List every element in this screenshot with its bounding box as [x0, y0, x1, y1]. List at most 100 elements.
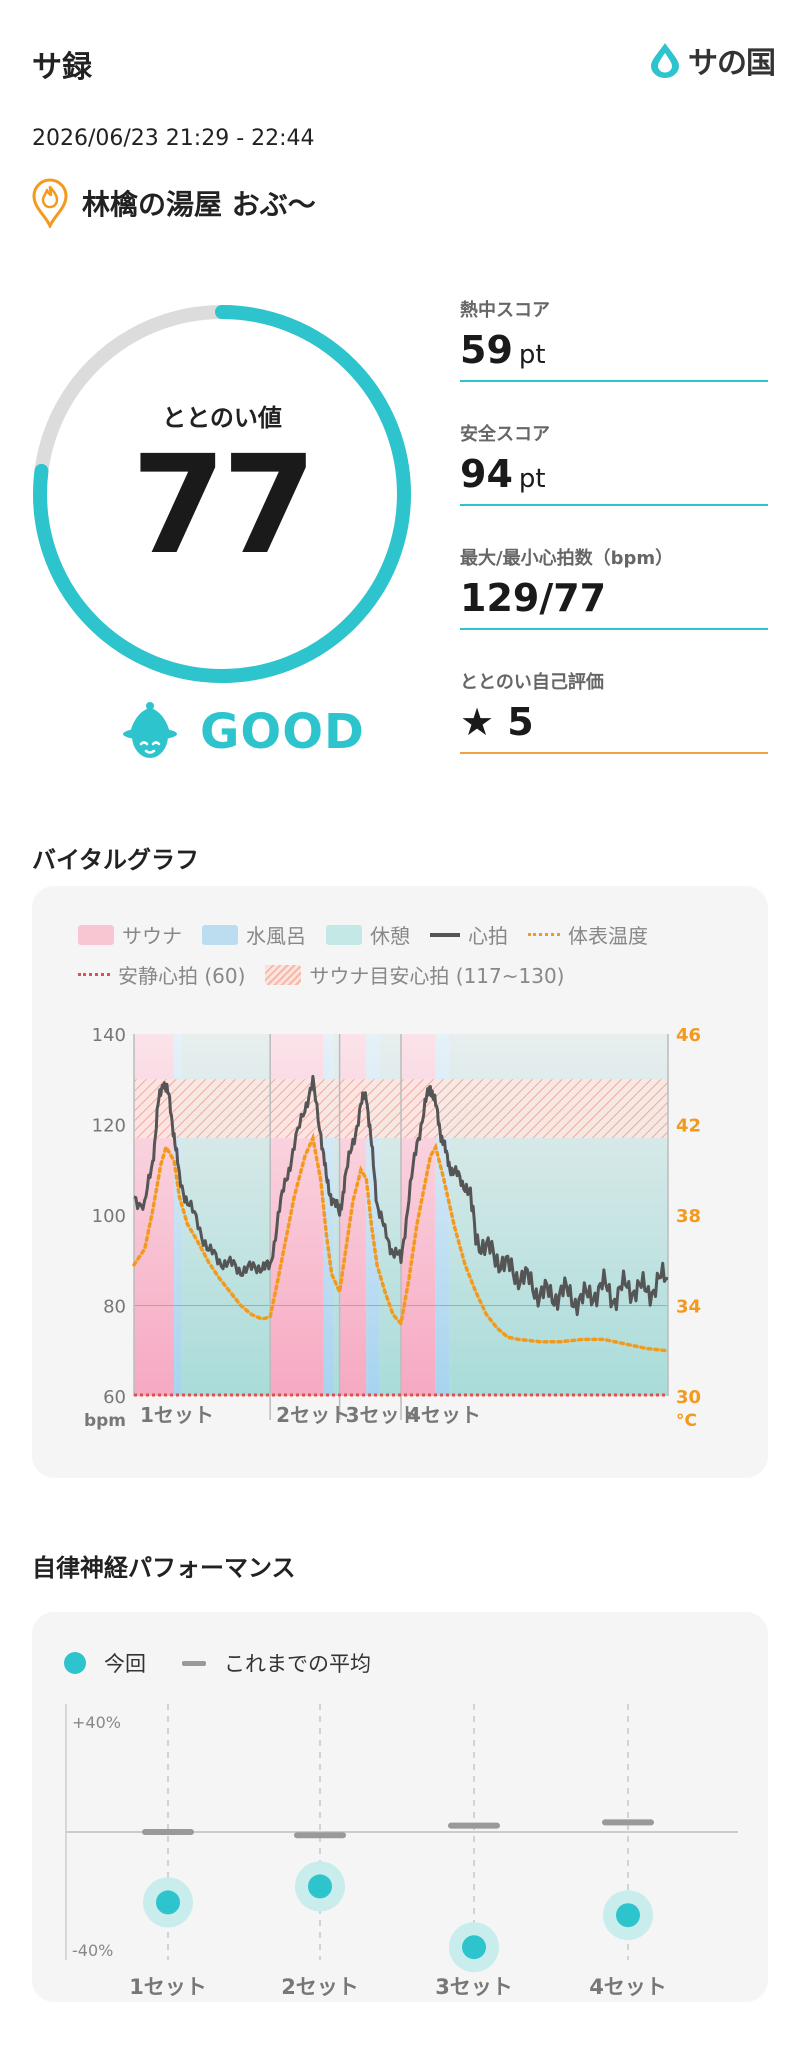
facility[interactable]: 林檎の湯屋 おぶ〜: [32, 178, 316, 228]
x-tick-label: 4セット: [589, 1975, 667, 1999]
legend-swatch: [78, 973, 110, 976]
metric-heart-rate: 最大/最小心拍数（bpm） 129/77: [460, 544, 768, 630]
phase-cold: [174, 1034, 183, 1396]
divider: [460, 504, 768, 506]
legend-label: サウナ: [122, 924, 182, 948]
phase-rest: [334, 1034, 340, 1396]
session-datetime: 2026/06/23 21:29 - 22:44: [32, 126, 315, 151]
y-tick-label: 120: [92, 1116, 126, 1137]
metric-self-rating[interactable]: ととのい自己評価 ★ 5: [460, 668, 768, 754]
x-tick-label: 2セット: [281, 1975, 359, 1999]
legend-target-hr: サウナ目安心拍 (117~130): [265, 960, 565, 989]
current-point: [308, 1874, 332, 1899]
gauge-progress-arc: [33, 305, 411, 683]
legend-hr: 心拍: [430, 920, 508, 949]
logo-text: サの国: [688, 46, 776, 81]
ans-title: 自律神経パフォーマンス: [32, 1554, 296, 1582]
metric-safety-score: 安全スコア 94 pt: [460, 420, 768, 506]
page-title: サ録: [32, 50, 92, 85]
legend-swatch: [430, 932, 460, 937]
legend-label: 水風呂: [246, 924, 306, 948]
rating: GOOD: [118, 700, 365, 764]
legend-resting-hr: 安静心拍 (60): [78, 960, 245, 989]
legend-swatch: [78, 924, 114, 945]
hr-series-line: [133, 1074, 669, 1317]
heat-score-value: 59: [460, 328, 513, 372]
divider: [460, 380, 768, 382]
legend-label: 体表温度: [568, 924, 648, 948]
current-point: [616, 1903, 640, 1928]
drop-logo-icon: [651, 43, 679, 78]
legend-label: 今回: [104, 1652, 146, 1676]
legend-temp: 体表温度: [528, 920, 648, 949]
ans-card: 今回 これまでの平均 +40% -40% 1セット 2セット 3セット 4セット: [32, 1612, 768, 2002]
y-tick-label: 60: [103, 1387, 126, 1408]
y-tick-label: 140: [92, 1025, 126, 1046]
y-axis-label: bpm: [84, 1411, 126, 1431]
y-tick-label: -40%: [72, 1941, 113, 1960]
safety-score-value: 94: [460, 452, 513, 496]
metric-heat-score: 熱中スコア 59 pt: [460, 296, 768, 382]
vital-legend: サウナ 水風呂 休憩 心拍 体表温度: [78, 920, 648, 949]
vital-graph-card: サウナ 水風呂 休憩 心拍 体表温度 安静心拍 (60) サウナ目安心拍 (11…: [32, 886, 768, 1478]
average-marker: [602, 1819, 654, 1826]
vital-chart: 140 120 100 80 60 bpm 46 42 38 34 30 °C 1セット 2セット3セット…: [84, 1025, 701, 1431]
divider: [460, 628, 768, 630]
app-logo: サの国: [648, 40, 776, 81]
y-tick-label: 100: [92, 1206, 126, 1227]
x-tick-label: 1セット: [129, 1975, 207, 1999]
legend-swatch: [265, 964, 302, 985]
legend-swatch: [528, 933, 560, 936]
divider: [460, 752, 768, 754]
metric-value: 94 pt: [460, 452, 768, 496]
y2-axis-label: °C: [676, 1411, 697, 1431]
gauge-label: ととのい値: [162, 404, 282, 432]
ans-legend: 今回 これまでの平均: [64, 1648, 371, 1678]
legend-current: 今回: [64, 1648, 146, 1678]
heat-score-unit: pt: [518, 340, 546, 370]
legend-swatch: [326, 924, 362, 945]
self-rating-value: ★ 5: [460, 700, 534, 744]
rating-label: GOOD: [200, 704, 365, 760]
legend-label: 休憩: [370, 924, 410, 948]
legend-swatch: [64, 1652, 86, 1674]
metric-label: 最大/最小心拍数（bpm）: [460, 548, 674, 569]
y2-tick-label: 30: [676, 1387, 701, 1408]
legend-swatch: [202, 924, 238, 945]
y-tick-label: 80: [103, 1297, 126, 1318]
metric-label: 熱中スコア: [460, 300, 550, 321]
set-label: 4セット: [407, 1403, 481, 1427]
temp-series-line: [132, 1132, 670, 1353]
current-point: [156, 1890, 180, 1915]
ans-chart: +40% -40% 1セット 2セット 3セット 4セット: [65, 1704, 738, 1999]
vital-legend-2: 安静心拍 (60) サウナ目安心拍 (117~130): [78, 960, 565, 989]
safety-score-unit: pt: [518, 464, 546, 494]
set-label: 1セット: [140, 1403, 214, 1427]
y2-tick-label: 46: [676, 1025, 701, 1046]
legend-label: これまでの平均: [224, 1652, 371, 1676]
legend-average: これまでの平均: [182, 1648, 371, 1678]
average-marker: [294, 1832, 346, 1839]
gauge-value: 77: [131, 427, 316, 585]
metric-label: ととのい自己評価: [460, 672, 604, 693]
set-label: 2セット: [276, 1403, 350, 1427]
sauna-pin-icon: [32, 178, 68, 228]
y2-tick-label: 34: [676, 1297, 701, 1318]
legend-sauna: サウナ: [78, 920, 182, 949]
current-point: [462, 1935, 486, 1960]
totonoi-gauge: [33, 305, 411, 683]
average-marker: [448, 1822, 500, 1829]
legend-label: 安静心拍 (60): [118, 964, 246, 988]
y2-tick-label: 42: [676, 1116, 701, 1137]
facility-name: 林檎の湯屋 おぶ〜: [82, 188, 316, 221]
metric-value: 59 pt: [460, 328, 768, 372]
heart-rate-value: 129/77: [460, 576, 607, 620]
vital-graph-title: バイタルグラフ: [32, 846, 200, 874]
phase-cold: [323, 1034, 335, 1396]
legend-label: 心拍: [468, 924, 508, 948]
legend-swatch: [182, 1660, 206, 1666]
y2-tick-label: 38: [676, 1206, 701, 1227]
y-tick-label: +40%: [72, 1713, 121, 1732]
x-tick-label: 3セット: [435, 1975, 513, 1999]
legend-label: サウナ目安心拍 (117~130): [309, 964, 565, 988]
